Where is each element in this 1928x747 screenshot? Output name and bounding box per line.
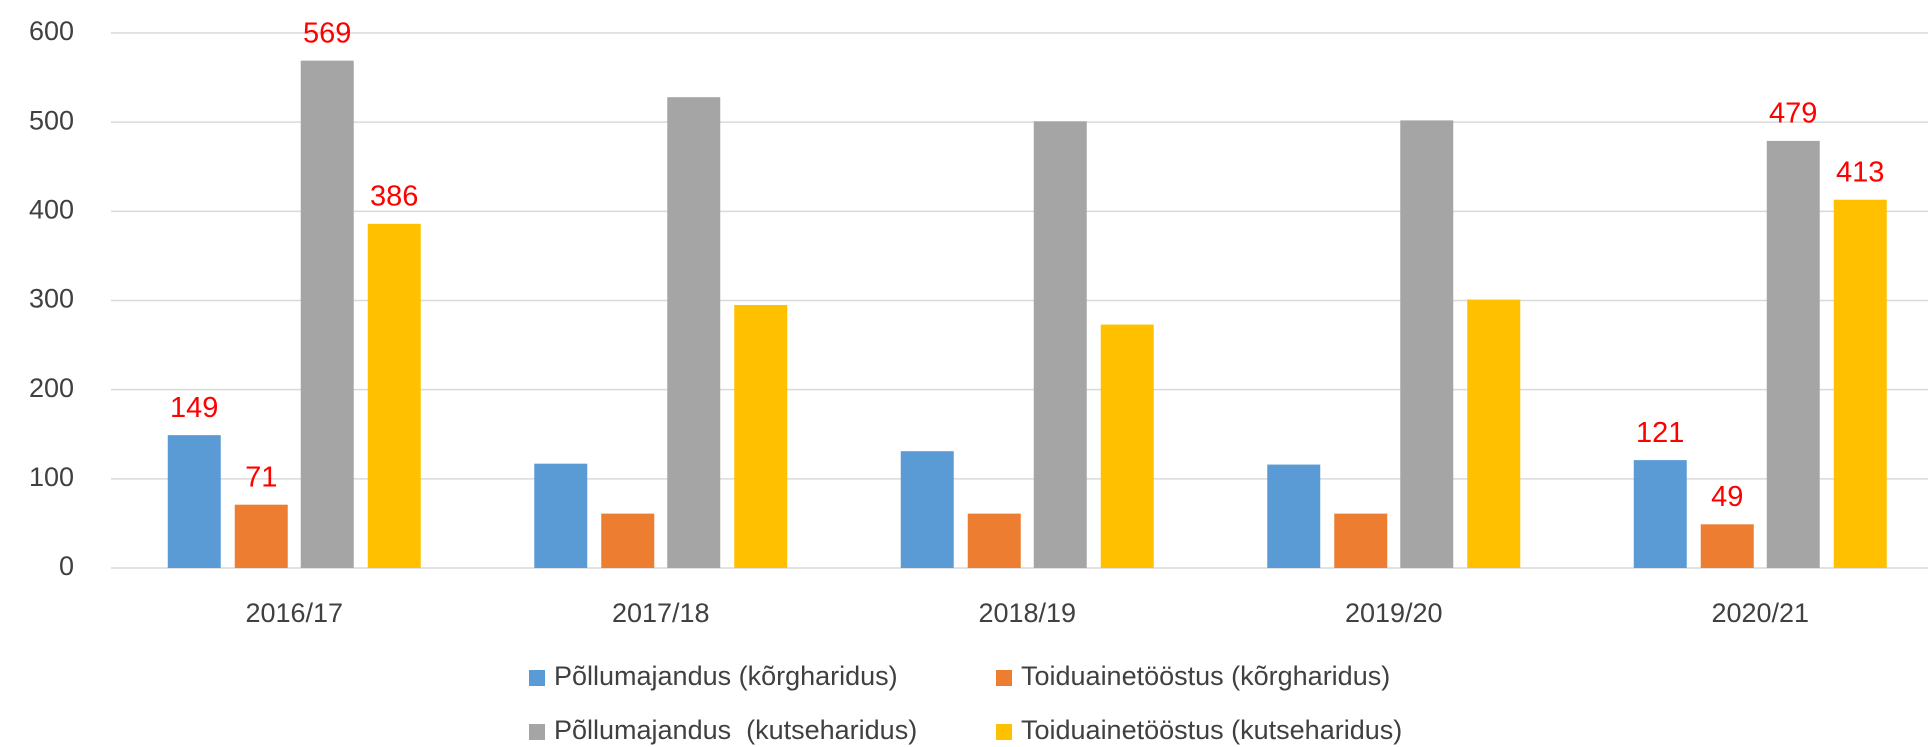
y-tick-label: 400 (29, 194, 74, 224)
y-tick-label: 100 (29, 462, 74, 492)
bar (967, 513, 1021, 568)
bar (1633, 460, 1687, 568)
bar (734, 304, 788, 568)
data-label: 569 (303, 17, 351, 49)
legend-swatch (996, 724, 1012, 740)
bar (1700, 524, 1754, 568)
y-tick-label: 300 (29, 284, 74, 314)
y-tick-label: 500 (29, 105, 74, 135)
x-tick-label: 2019/20 (1345, 598, 1443, 628)
bar (601, 513, 655, 568)
bar (667, 97, 721, 568)
data-label: 479 (1769, 98, 1817, 130)
y-tick-label: 200 (29, 373, 74, 403)
legend-swatch (529, 724, 545, 740)
data-label: 71 (245, 461, 277, 493)
bar (1267, 464, 1321, 568)
bar (1033, 121, 1087, 569)
bar (1833, 199, 1887, 568)
legend-label: Toiduainetööstus (kutseharidus) (1021, 715, 1402, 745)
bar (534, 463, 588, 568)
data-label: 413 (1836, 156, 1884, 188)
bar (300, 60, 354, 569)
bar (1400, 120, 1454, 568)
bar (167, 435, 221, 568)
legend-swatch (529, 670, 545, 686)
data-label: 121 (1636, 417, 1684, 449)
legend-label: Põllumajandus (kõrgharidus) (554, 661, 898, 691)
data-label: 386 (370, 180, 418, 212)
bar (900, 451, 954, 568)
bar (367, 223, 421, 569)
bar (234, 504, 288, 568)
bar (1467, 299, 1521, 568)
bar (1100, 324, 1154, 568)
bar (1334, 513, 1388, 568)
data-label: 149 (170, 392, 218, 424)
legend-label: Toiduainetööstus (kõrgharidus) (1021, 661, 1390, 691)
x-tick-label: 2017/18 (612, 598, 710, 628)
x-tick-label: 2016/17 (245, 598, 343, 628)
y-tick-label: 0 (59, 551, 74, 581)
bar (1766, 140, 1820, 568)
data-label: 49 (1711, 481, 1743, 513)
y-tick-label: 600 (29, 16, 74, 46)
x-tick-label: 2020/21 (1711, 598, 1809, 628)
x-tick-label: 2018/19 (978, 598, 1076, 628)
legend-swatch (996, 670, 1012, 686)
legend-label: Põllumajandus (kutseharidus) (554, 715, 917, 745)
